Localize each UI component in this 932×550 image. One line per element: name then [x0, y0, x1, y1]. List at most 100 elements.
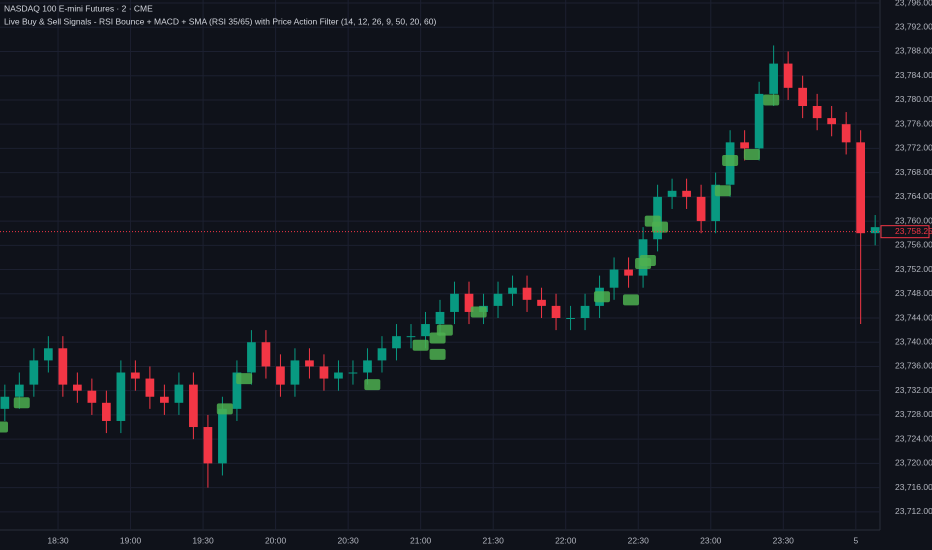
x-tick-label: 18:30: [47, 535, 69, 545]
candle-body: [58, 348, 68, 385]
candle-body: [450, 293, 459, 312]
x-tick-label: 22:00: [555, 535, 577, 545]
y-tick-label: 23,764.00: [895, 191, 932, 201]
candle-body: [0, 396, 10, 409]
y-tick-label: 23,720.00: [895, 458, 932, 468]
candle-body: [435, 311, 445, 325]
candle-body: [870, 227, 880, 234]
candle-body: [421, 324, 430, 337]
buy-signal: [364, 379, 381, 391]
buy-signal: [0, 421, 8, 433]
candle-body: [232, 372, 242, 409]
candle-body: [116, 372, 126, 421]
candle-body: [812, 106, 822, 119]
candle-body: [145, 378, 155, 397]
last-price-label: 23,758.25: [895, 226, 932, 236]
candle-body: [508, 287, 517, 294]
candle-body: [102, 402, 111, 421]
x-tick-label: 5: [853, 535, 858, 545]
candle-body: [160, 396, 169, 403]
candle-body: [363, 360, 372, 373]
candle-body: [798, 87, 807, 106]
candle-body: [783, 63, 793, 88]
candle-body: [261, 342, 271, 367]
y-tick-label: 23,780.00: [895, 94, 932, 104]
candle-body: [682, 190, 691, 197]
candle-body: [189, 384, 198, 428]
y-tick-label: 23,776.00: [895, 118, 932, 128]
candle-body: [464, 293, 474, 312]
y-tick-label: 23,740.00: [895, 336, 932, 346]
candle-body: [218, 408, 227, 464]
candle-body: [377, 348, 387, 361]
buy-signal: [639, 254, 656, 266]
candle-body: [131, 372, 140, 379]
y-tick-label: 23,752.00: [895, 264, 932, 274]
y-tick-label: 23,788.00: [895, 46, 932, 56]
buy-signal: [470, 306, 487, 318]
buy-signal: [714, 185, 731, 197]
buy-signal: [722, 155, 739, 167]
candle-body: [522, 287, 532, 300]
y-tick-label: 23,760.00: [895, 215, 932, 225]
y-tick-label: 23,716.00: [895, 482, 932, 492]
candle-body: [580, 305, 590, 318]
buy-signal: [412, 339, 429, 351]
candle-body: [566, 318, 575, 319]
buy-signal: [216, 403, 233, 415]
x-tick-label: 23:30: [773, 535, 795, 545]
candle-body: [827, 118, 836, 125]
buy-signal: [13, 397, 30, 409]
candle-body: [174, 384, 184, 403]
candle-body: [334, 372, 343, 379]
x-tick-label: 19:00: [120, 535, 142, 545]
candle-body: [276, 366, 285, 385]
y-tick-label: 23,796.00: [895, 0, 932, 7]
y-tick-label: 23,768.00: [895, 167, 932, 177]
candle-body: [624, 269, 633, 276]
candle-body: [841, 124, 851, 143]
last-price-box: [880, 225, 930, 239]
candle-body: [667, 190, 677, 197]
candle-body: [551, 305, 561, 318]
x-tick-label: 21:30: [483, 535, 505, 545]
candle-body: [537, 299, 546, 306]
candle-body: [856, 142, 866, 234]
buy-signal: [593, 291, 610, 303]
y-tick-label: 23,756.00: [895, 240, 932, 250]
candle-body: [740, 142, 749, 149]
buy-signal: [743, 148, 760, 160]
y-tick-label: 23,732.00: [895, 385, 932, 395]
candle-body: [247, 342, 256, 373]
buy-signal: [622, 294, 639, 306]
y-tick-label: 23,724.00: [895, 433, 932, 443]
candles: [0, 45, 880, 488]
candle-body: [754, 93, 764, 149]
y-tick-label: 23,748.00: [895, 288, 932, 298]
y-tick-label: 23,772.00: [895, 143, 932, 153]
candle-body: [73, 384, 82, 391]
candle-body: [392, 336, 401, 349]
x-tick-label: 21:00: [410, 535, 432, 545]
candle-body: [203, 427, 213, 464]
candle-body: [44, 348, 53, 361]
candle-body: [290, 360, 300, 385]
candle-body: [406, 336, 416, 338]
candle-body: [769, 63, 778, 94]
y-tick-label: 23,744.00: [895, 312, 932, 322]
candle-body: [14, 384, 24, 397]
indicator-title: Live Buy & Sell Signals - RSI Bounce + M…: [4, 16, 436, 26]
x-tick-label: 19:30: [192, 535, 214, 545]
candle-body: [348, 372, 358, 374]
candle-body: [711, 184, 720, 222]
buy-signal: [436, 324, 453, 336]
x-tick-label: 23:00: [700, 535, 722, 545]
buy-signal: [763, 94, 780, 106]
candle-body: [305, 360, 314, 367]
buy-signal: [236, 373, 253, 385]
buy-signal: [652, 221, 668, 233]
candle-body: [493, 293, 503, 306]
candle-body: [29, 360, 39, 385]
candle-body: [87, 390, 97, 403]
